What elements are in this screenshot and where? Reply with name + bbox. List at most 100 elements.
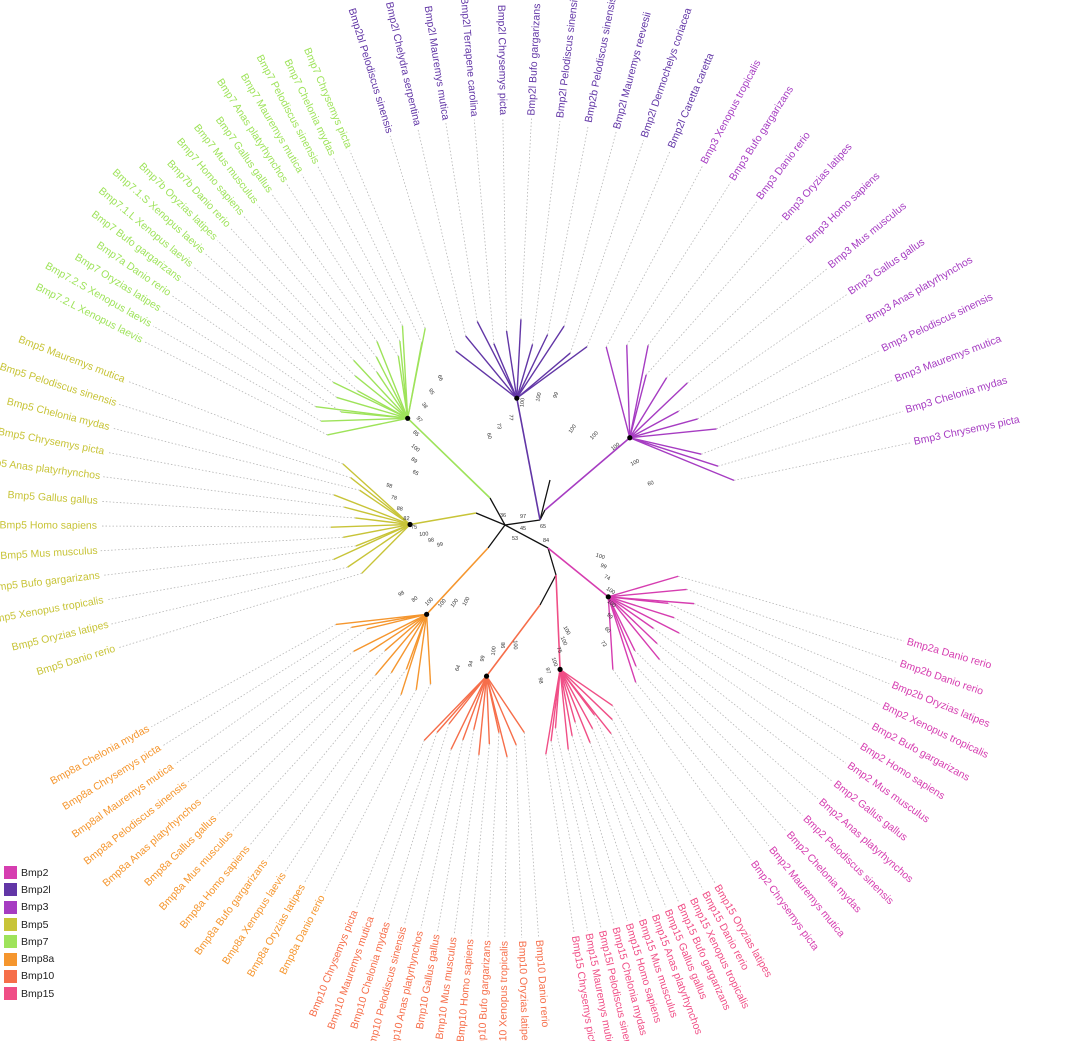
tip-branch (516, 352, 571, 399)
node-dot (407, 521, 413, 528)
tip-branch (608, 575, 679, 598)
tip-label: Bmp2l Chrysemys picta (495, 5, 509, 116)
bootstrap-label: 97 (544, 667, 551, 674)
tip-label: Bmp5 Mus musculus (0, 545, 98, 562)
legend-swatch (4, 866, 17, 880)
tip-branch (608, 596, 675, 619)
leader-line (317, 165, 403, 326)
tip-branch (626, 345, 631, 438)
leader-line (635, 665, 787, 832)
bootstrap-label: 74 (603, 574, 611, 582)
tip-branch (559, 668, 613, 707)
tip-branch (559, 669, 569, 750)
tip-branch (335, 613, 427, 626)
tip-branch (359, 489, 411, 526)
leader-line (144, 341, 328, 436)
tip-branch (478, 676, 488, 755)
leader-line (417, 128, 467, 337)
bootstrap-label: 100 (589, 430, 600, 441)
bootstrap-label: 100 (450, 598, 460, 609)
leader-line (673, 617, 870, 726)
leader-line (697, 321, 865, 420)
tip-branch (347, 523, 411, 568)
bootstrap-label: 75 (555, 646, 563, 654)
node-dot (424, 611, 430, 617)
tip-branch (629, 437, 719, 467)
tip-branch (607, 596, 680, 634)
backbone-branch-2 (539, 574, 557, 606)
tip-branch (415, 614, 428, 690)
tip-branch (516, 334, 549, 399)
tip-label: Bmp2l Mauremys mutica (422, 5, 452, 121)
tip-label: Bmp5 Bufo gargarizans (0, 570, 100, 595)
leader-line (612, 705, 716, 884)
bootstrap-label: 98 (397, 590, 405, 598)
bootstrap-label: 100 (512, 640, 518, 649)
tip-label: Bmp3 Chelonia mydas (904, 374, 1009, 416)
bootstrap-label: 64 (454, 664, 462, 672)
leader-line (285, 694, 402, 872)
leader-line (437, 729, 475, 932)
legend-label: Bmp2 (21, 866, 49, 879)
tip-branch (485, 675, 517, 746)
tip-branch (505, 330, 518, 399)
tip-branch (342, 463, 411, 526)
leader-line (545, 754, 575, 934)
leader-line (217, 240, 356, 377)
node-dot (483, 673, 490, 679)
backbone-branch-1 (547, 547, 557, 576)
leader-line (592, 728, 667, 908)
leader-line (653, 628, 847, 764)
tip-branch (559, 669, 594, 730)
bootstrap-label: 36 (500, 513, 506, 519)
leader-line (678, 294, 848, 412)
tip-branch (516, 344, 534, 399)
legend-swatch (4, 952, 17, 966)
tip-label: Bmp10 Bufo gargarizans (475, 940, 493, 1041)
tip-label: Bmp2 Gallus gallus (831, 778, 910, 843)
tip-branch (607, 596, 637, 683)
leader-line (301, 174, 401, 342)
tip-label: Bmp10 Danio rerio (533, 940, 551, 1028)
legend-label: Bmp15 (21, 987, 55, 1000)
clade-stem-bmp3 (544, 437, 631, 511)
bootstrap-label: 100 (437, 598, 448, 609)
tip-branch (354, 375, 409, 419)
leader-line (667, 602, 881, 705)
bootstrap-label: 80 (411, 595, 420, 603)
tip-branch (559, 668, 595, 716)
leader-line (100, 525, 332, 528)
leader-line (678, 575, 905, 642)
tip-branch (355, 517, 411, 526)
tip-branch (485, 676, 491, 745)
leader-line (267, 668, 407, 859)
leader-line (610, 733, 692, 897)
leader-line (626, 182, 731, 346)
clade-stem-bmp8a (426, 547, 489, 615)
legend-swatch (4, 918, 17, 932)
leader-line (523, 732, 539, 938)
tip-label: Bmp2l Pelodiscus sinensis (554, 0, 581, 119)
leader-line (473, 119, 495, 344)
leader-line (647, 200, 758, 346)
leader-line (202, 651, 370, 800)
bootstrap-label: 98 (385, 482, 393, 490)
tip-label: Bmp5 Xenopus tropicalis (0, 594, 104, 626)
leader-line (111, 566, 348, 625)
leader-line (567, 749, 615, 925)
tip-branch (559, 669, 591, 743)
leader-line (112, 427, 360, 491)
tip-branch (462, 675, 488, 741)
leader-line (243, 215, 378, 373)
tip-branch (401, 325, 409, 419)
tip-branch (473, 675, 488, 730)
leader-line (555, 727, 602, 928)
tip-label: Bmp10 Oryzias latipes (516, 941, 531, 1041)
tip-branch (350, 477, 411, 526)
bootstrap-label: 98 (536, 677, 543, 684)
leader-line (349, 150, 426, 329)
bootstrap-label: 78 (390, 495, 397, 502)
leader-line (127, 380, 344, 465)
clade-stem-bmp10 (485, 604, 541, 677)
leader-line (323, 683, 431, 894)
